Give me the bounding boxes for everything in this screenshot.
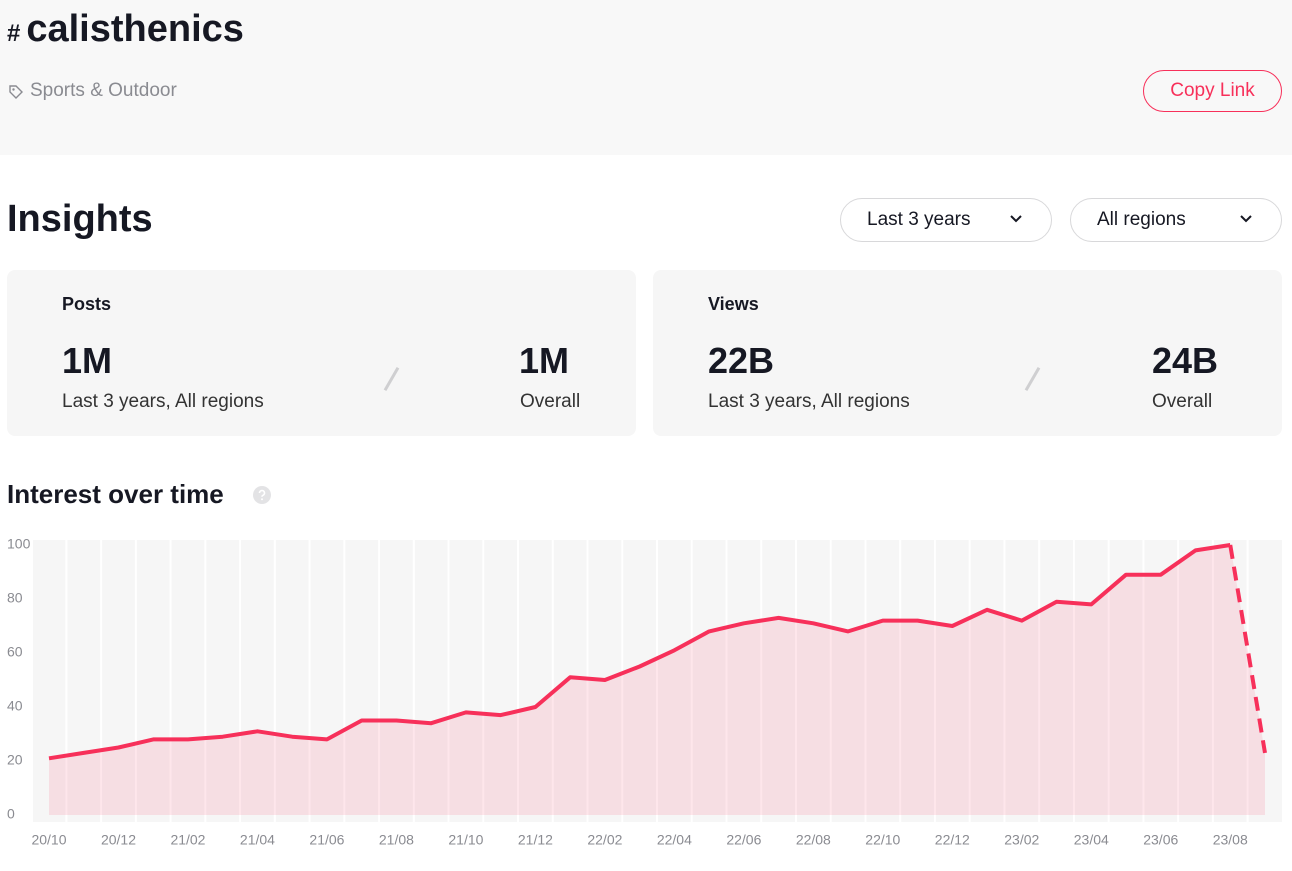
y-tick-label: 100 [7,536,31,552]
overall-value: 24B [1152,340,1219,381]
column-separator [273,540,276,822]
x-tick-label: 21/06 [309,832,344,848]
column-separator [308,540,311,822]
x-tick-label: 21/02 [170,832,205,848]
views-card: Views 22B Last 3 years, All regions 24B … [653,270,1282,436]
chart: 0 20 40 60 80 100 20/10 20/12 21/02 21/04 21/06 21/… [7,536,1282,848]
column-separator [725,540,728,822]
column-separator [65,540,68,822]
header [0,0,1292,155]
x-tick-label: 23/04 [1074,832,1109,848]
x-tick-label: 21/12 [518,832,553,848]
column-separator [1107,540,1110,822]
column-separator [621,540,624,822]
column-separator [412,540,415,822]
column-separator [1211,540,1214,822]
x-tick-label: 21/04 [240,832,275,848]
x-tick-label: 23/06 [1143,832,1178,848]
x-tick-label: 21/10 [448,832,483,848]
recent-value: 22B [708,340,775,381]
region-dropdown[interactable]: All regions [1070,198,1282,242]
column-separator [864,540,867,822]
hashtag-title: # calisthenics [7,8,244,51]
x-tick-label: 20/12 [101,832,136,848]
title: calisthenics [26,8,244,50]
x-tick-label: 23/02 [1004,832,1039,848]
overall-value: 1M [519,340,570,381]
column-separator [134,540,137,822]
line-partial [1228,544,1267,754]
card-label: Posts [62,294,112,314]
column-separator [968,540,971,822]
column-separator [933,540,936,822]
x-tick-label: 22/12 [935,832,970,848]
recent-value: 1M [62,340,113,381]
column-separator [656,540,658,822]
y-tick-label: 80 [7,590,23,606]
chart-title: Interest over time [7,479,224,509]
copy-link-button[interactable]: Copy Link [1143,70,1282,112]
column-separator [586,540,589,822]
x-tick-label: 21/08 [379,832,414,848]
column-separator [760,540,763,822]
chevron [1010,215,1022,223]
category: Sports & Outdoor [30,80,177,101]
column-separator [100,540,103,822]
area-fill [49,545,1265,815]
posts-card: Posts 1M Last 3 years, All regions 1M Ov… [7,270,636,436]
y-tick-label: 0 [7,806,15,822]
overall-label: Overall [1152,391,1213,412]
column-separator [1072,540,1075,822]
column-separator [378,540,381,822]
period-dropdown[interactable]: Last 3 years [840,198,1052,242]
column-separator [169,540,172,822]
x-tick-label: 23/08 [1213,832,1248,848]
overall-label: Overall [520,391,581,412]
x-tick-label: 22/02 [587,832,622,848]
divider [1024,366,1041,392]
help-icon[interactable] [253,486,271,504]
column-separator [482,540,485,822]
column-separator [1142,540,1145,822]
dropdown-label: All regions [1097,209,1186,230]
y-tick-label: 20 [7,752,23,768]
dropdown-label: Last 3 years [867,209,971,230]
column-separator [829,540,832,822]
column-separator [690,540,693,822]
column-separator [794,540,797,822]
column-separator [1003,540,1006,822]
column-separator [343,540,346,822]
x-tick-label: 20/10 [31,832,66,848]
column-separator [1038,540,1041,822]
tag-icon [9,85,23,99]
chevron [1240,215,1252,223]
y-tick-label: 40 [7,698,23,714]
x-tick-label: 22/10 [865,832,900,848]
recent-label: Last 3 years, All regions [62,391,264,412]
x-tick-label: 22/06 [726,832,761,848]
column-separator [239,540,242,822]
column-separator [1177,540,1180,822]
x-tick-label: 22/08 [796,832,831,848]
line [48,543,1231,761]
divider [383,366,400,392]
x-tick-label: 22/04 [657,832,692,848]
column-separator [1246,540,1249,822]
card-label: Views [708,294,759,314]
insights-title: Insights [7,198,153,240]
column-separator [551,540,554,822]
column-separator [204,540,207,822]
recent-label: Last 3 years, All regions [708,391,910,412]
column-separator [899,540,902,822]
column-separator [517,540,520,822]
hash: # [7,20,21,47]
column-separator [447,540,450,822]
y-tick-label: 60 [7,644,23,660]
